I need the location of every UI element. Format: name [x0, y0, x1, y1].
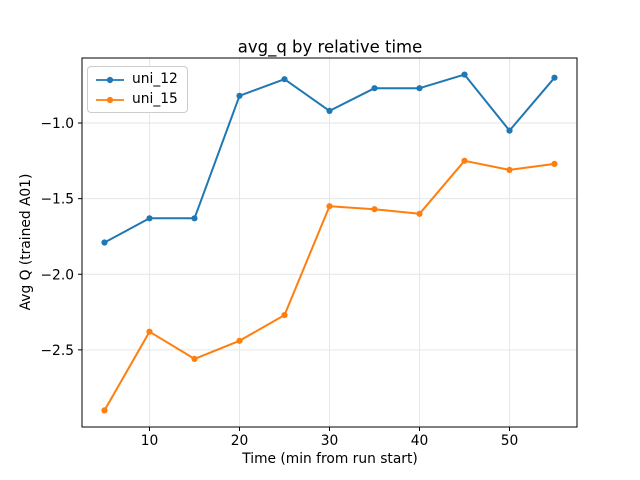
legend-entry-uni-12: uni_12: [95, 72, 178, 87]
x-tick-label: 20: [231, 433, 249, 449]
data-point-uni_15: [326, 203, 333, 210]
data-point-uni_15: [236, 337, 243, 344]
x-tick-label: 40: [411, 433, 429, 449]
data-point-uni_15: [281, 312, 288, 319]
legend: uni_12 uni_15: [87, 66, 188, 113]
x-axis-label: Time (min from run start): [242, 451, 418, 467]
legend-label: uni_15: [132, 91, 178, 107]
data-point-uni_12: [236, 92, 243, 99]
y-tick-label: −1.5: [40, 192, 74, 208]
data-point-uni_12: [371, 85, 378, 92]
data-point-uni_12: [416, 85, 423, 92]
data-point-uni_12: [506, 127, 513, 134]
data-point-uni_15: [416, 210, 423, 217]
x-tick-label: 10: [141, 433, 159, 449]
data-point-uni_15: [146, 328, 153, 335]
data-point-uni_15: [101, 407, 108, 414]
x-tick-label: 30: [321, 433, 339, 449]
data-point-uni_15: [191, 355, 198, 362]
x-tick-label: 50: [501, 433, 519, 449]
y-axis-label: Avg Q (trained A01): [18, 173, 34, 311]
data-point-uni_12: [326, 107, 333, 114]
y-tick-label: −2.0: [40, 267, 74, 283]
legend-line-sample-icon: [96, 76, 124, 83]
chart-title: avg_q by relative time: [237, 37, 423, 57]
legend-label: uni_12: [132, 71, 178, 87]
data-point-uni_15: [551, 160, 558, 167]
data-point-uni_12: [551, 74, 558, 81]
y-tick-label: −2.5: [40, 343, 74, 359]
y-tick-label: −1.0: [40, 116, 74, 132]
legend-entry-uni-15: uni_15: [95, 92, 178, 107]
data-point-uni_15: [461, 157, 468, 164]
data-point-uni_12: [281, 76, 288, 83]
data-point-uni_12: [101, 239, 108, 246]
data-point-uni_12: [191, 215, 198, 222]
data-point-uni_12: [146, 215, 153, 222]
legend-line-sample-icon: [96, 96, 124, 103]
data-point-uni_15: [371, 206, 378, 213]
data-point-uni_15: [506, 166, 513, 173]
data-point-uni_12: [461, 71, 468, 78]
